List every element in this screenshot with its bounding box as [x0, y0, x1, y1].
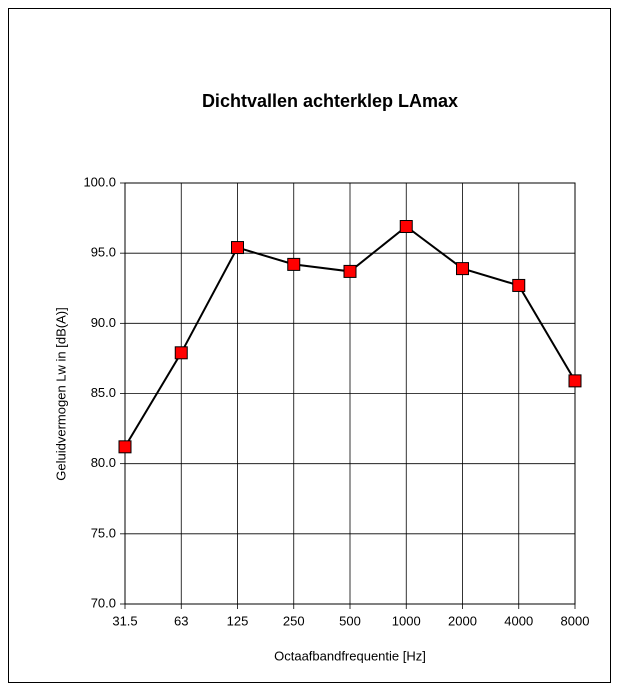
x-tick-label: 1000 [392, 613, 421, 628]
x-tick-label: 63 [174, 613, 188, 628]
data-marker [118, 440, 132, 454]
x-axis-label: Octaafbandfrequentie [Hz] [274, 648, 426, 663]
chart-title: Dichtvallen achterklep LAmax [202, 91, 458, 111]
y-tick-label: 75.0 [91, 525, 116, 540]
x-tick-label: 8000 [561, 613, 590, 628]
data-marker [399, 220, 413, 234]
data-marker [231, 241, 244, 255]
y-tick-label: 100.0 [83, 174, 116, 189]
data-marker [174, 346, 188, 360]
data-marker [287, 257, 301, 271]
y-tick-label: 85.0 [91, 385, 116, 400]
x-tick-label: 2000 [448, 613, 477, 628]
x-tick-label: 250 [283, 613, 305, 628]
y-tick-label: 70.0 [91, 595, 116, 610]
y-tick-label: 95.0 [91, 245, 116, 260]
x-tick-label: 31.5 [112, 613, 137, 628]
x-tick-label: 4000 [504, 613, 533, 628]
y-axis-label: Geluidvermogen Lw in [dB(A)] [53, 307, 68, 480]
data-marker [456, 262, 469, 276]
x-tick-label: 500 [339, 613, 361, 628]
data-marker [343, 264, 357, 278]
x-tick-label: 125 [227, 613, 249, 628]
data-marker [568, 374, 582, 388]
y-tick-label: 90.0 [91, 315, 116, 330]
y-tick-label: 80.0 [91, 455, 116, 470]
data-marker [512, 278, 526, 292]
